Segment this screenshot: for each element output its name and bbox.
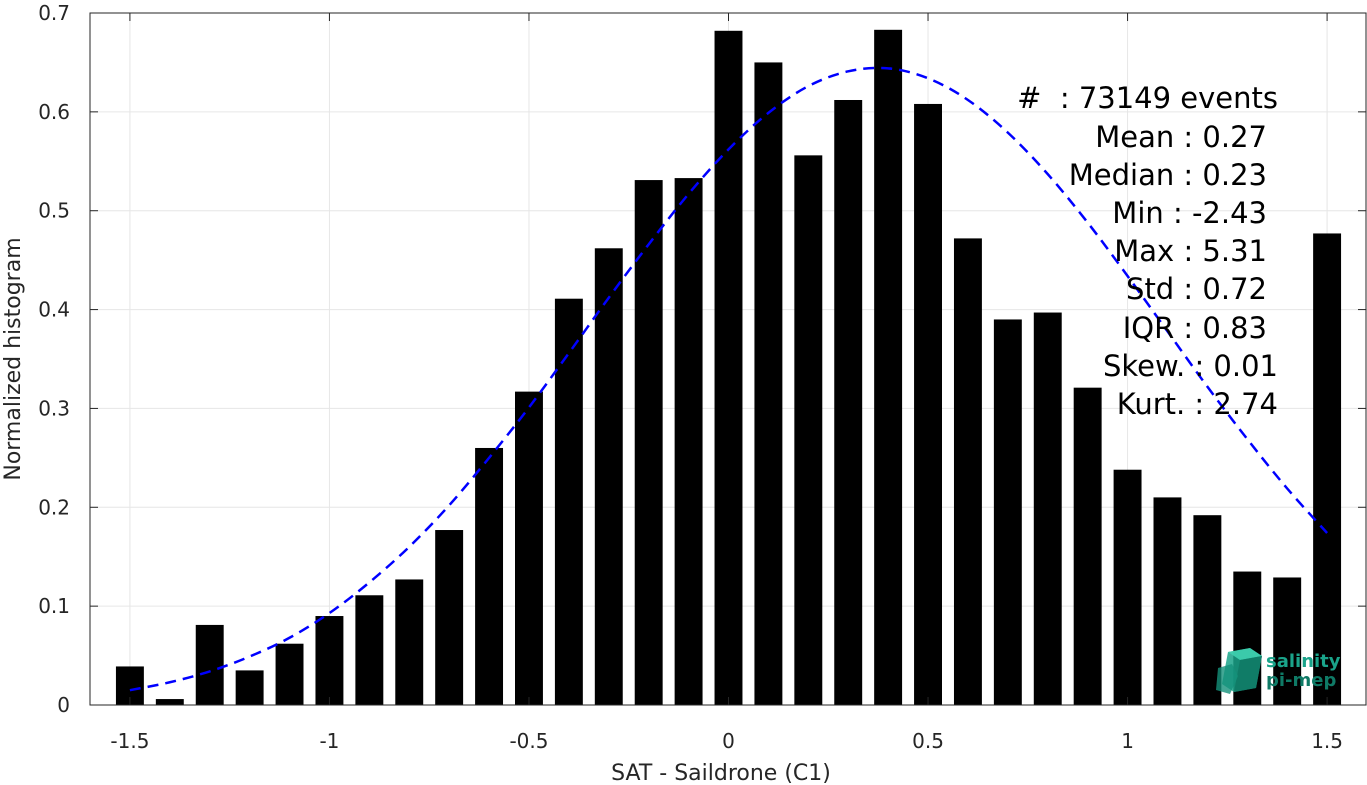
histogram-bar xyxy=(1073,387,1102,705)
stats-box: # : 73149 events Mean : 0.27 Median : 0.… xyxy=(1017,81,1278,421)
y-tick-label: 0.4 xyxy=(38,298,70,322)
histogram-bar xyxy=(1113,469,1142,705)
x-axis-label: SAT - Saildrone (C1) xyxy=(611,761,831,785)
histogram-bar xyxy=(315,616,344,705)
y-tick-label: 0.7 xyxy=(38,1,70,25)
x-tick-label: 1.5 xyxy=(1311,729,1343,753)
stat-iqr: IQR : 0.83 xyxy=(1123,311,1267,345)
y-axis-label: Normalized histogram xyxy=(1,237,26,480)
stat-skew: Skew. : 0.01 xyxy=(1103,349,1278,383)
histogram-bar xyxy=(435,530,464,705)
histogram-bar xyxy=(475,447,504,705)
histogram-bar xyxy=(794,155,823,706)
x-axis-ticks: -1.5 -1 -0.5 0 0.5 1 1.5 xyxy=(110,13,1343,753)
x-tick-label: -1.5 xyxy=(110,729,149,753)
histogram-bar xyxy=(195,624,224,705)
y-tick-label: 0.6 xyxy=(38,100,70,124)
stat-count: # : 73149 events xyxy=(1017,81,1278,115)
histogram-bar xyxy=(754,62,783,705)
stat-median: Median : 0.23 xyxy=(1069,158,1267,192)
logo-text-pimep: pi-mep xyxy=(1266,670,1336,691)
x-tick-label: 0.5 xyxy=(912,729,944,753)
stat-kurt: Kurt. : 2.74 xyxy=(1117,387,1278,421)
normal-fit-curve xyxy=(129,66,1329,692)
histogram-bar xyxy=(834,99,863,706)
x-tick-label: 1 xyxy=(1121,729,1134,753)
histogram-bar xyxy=(1273,577,1302,705)
y-tick-label: 0.3 xyxy=(38,396,70,420)
y-tick-label: 0.2 xyxy=(38,495,70,519)
histogram-bar xyxy=(594,248,623,705)
histogram-bar xyxy=(355,595,384,705)
x-tick-label: -0.5 xyxy=(509,729,548,753)
histogram-bar xyxy=(634,180,663,705)
histogram-bar xyxy=(554,298,583,705)
y-axis-ticks: 0 0.1 0.2 0.3 0.4 0.5 0.6 0.7 xyxy=(38,1,1366,717)
histogram-bar xyxy=(914,103,942,706)
cube-icon xyxy=(1216,648,1262,694)
histogram-bar xyxy=(1313,233,1342,706)
histogram-bar xyxy=(874,29,903,705)
stat-min: Min : -2.43 xyxy=(1112,196,1267,230)
stat-mean: Mean : 0.27 xyxy=(1095,120,1267,154)
stat-std: Std : 0.72 xyxy=(1126,272,1267,306)
histogram-bar xyxy=(235,670,264,705)
histogram-bar xyxy=(1153,497,1182,705)
y-tick-label: 0.1 xyxy=(38,594,70,618)
histogram-bar xyxy=(515,391,543,705)
x-tick-label: 0 xyxy=(722,729,735,753)
histogram-bar xyxy=(1193,515,1222,705)
histogram-bar xyxy=(993,319,1022,705)
histogram-bar xyxy=(1033,312,1062,705)
histogram-bar xyxy=(395,579,424,705)
salinity-pimep-logo: salinity pi-mep xyxy=(1216,648,1341,694)
stat-max: Max : 5.31 xyxy=(1114,234,1267,268)
histogram-bar xyxy=(714,30,743,705)
histogram-bar xyxy=(155,699,184,705)
histogram-bar xyxy=(674,178,703,705)
x-tick-label: -1 xyxy=(319,729,339,753)
y-tick-label: 0 xyxy=(57,693,70,717)
histogram-bar xyxy=(953,238,982,705)
logo-text-salinity: salinity xyxy=(1266,651,1341,672)
histogram-bar xyxy=(275,643,304,705)
y-tick-label: 0.5 xyxy=(38,199,70,223)
histogram-bars xyxy=(115,29,1342,706)
